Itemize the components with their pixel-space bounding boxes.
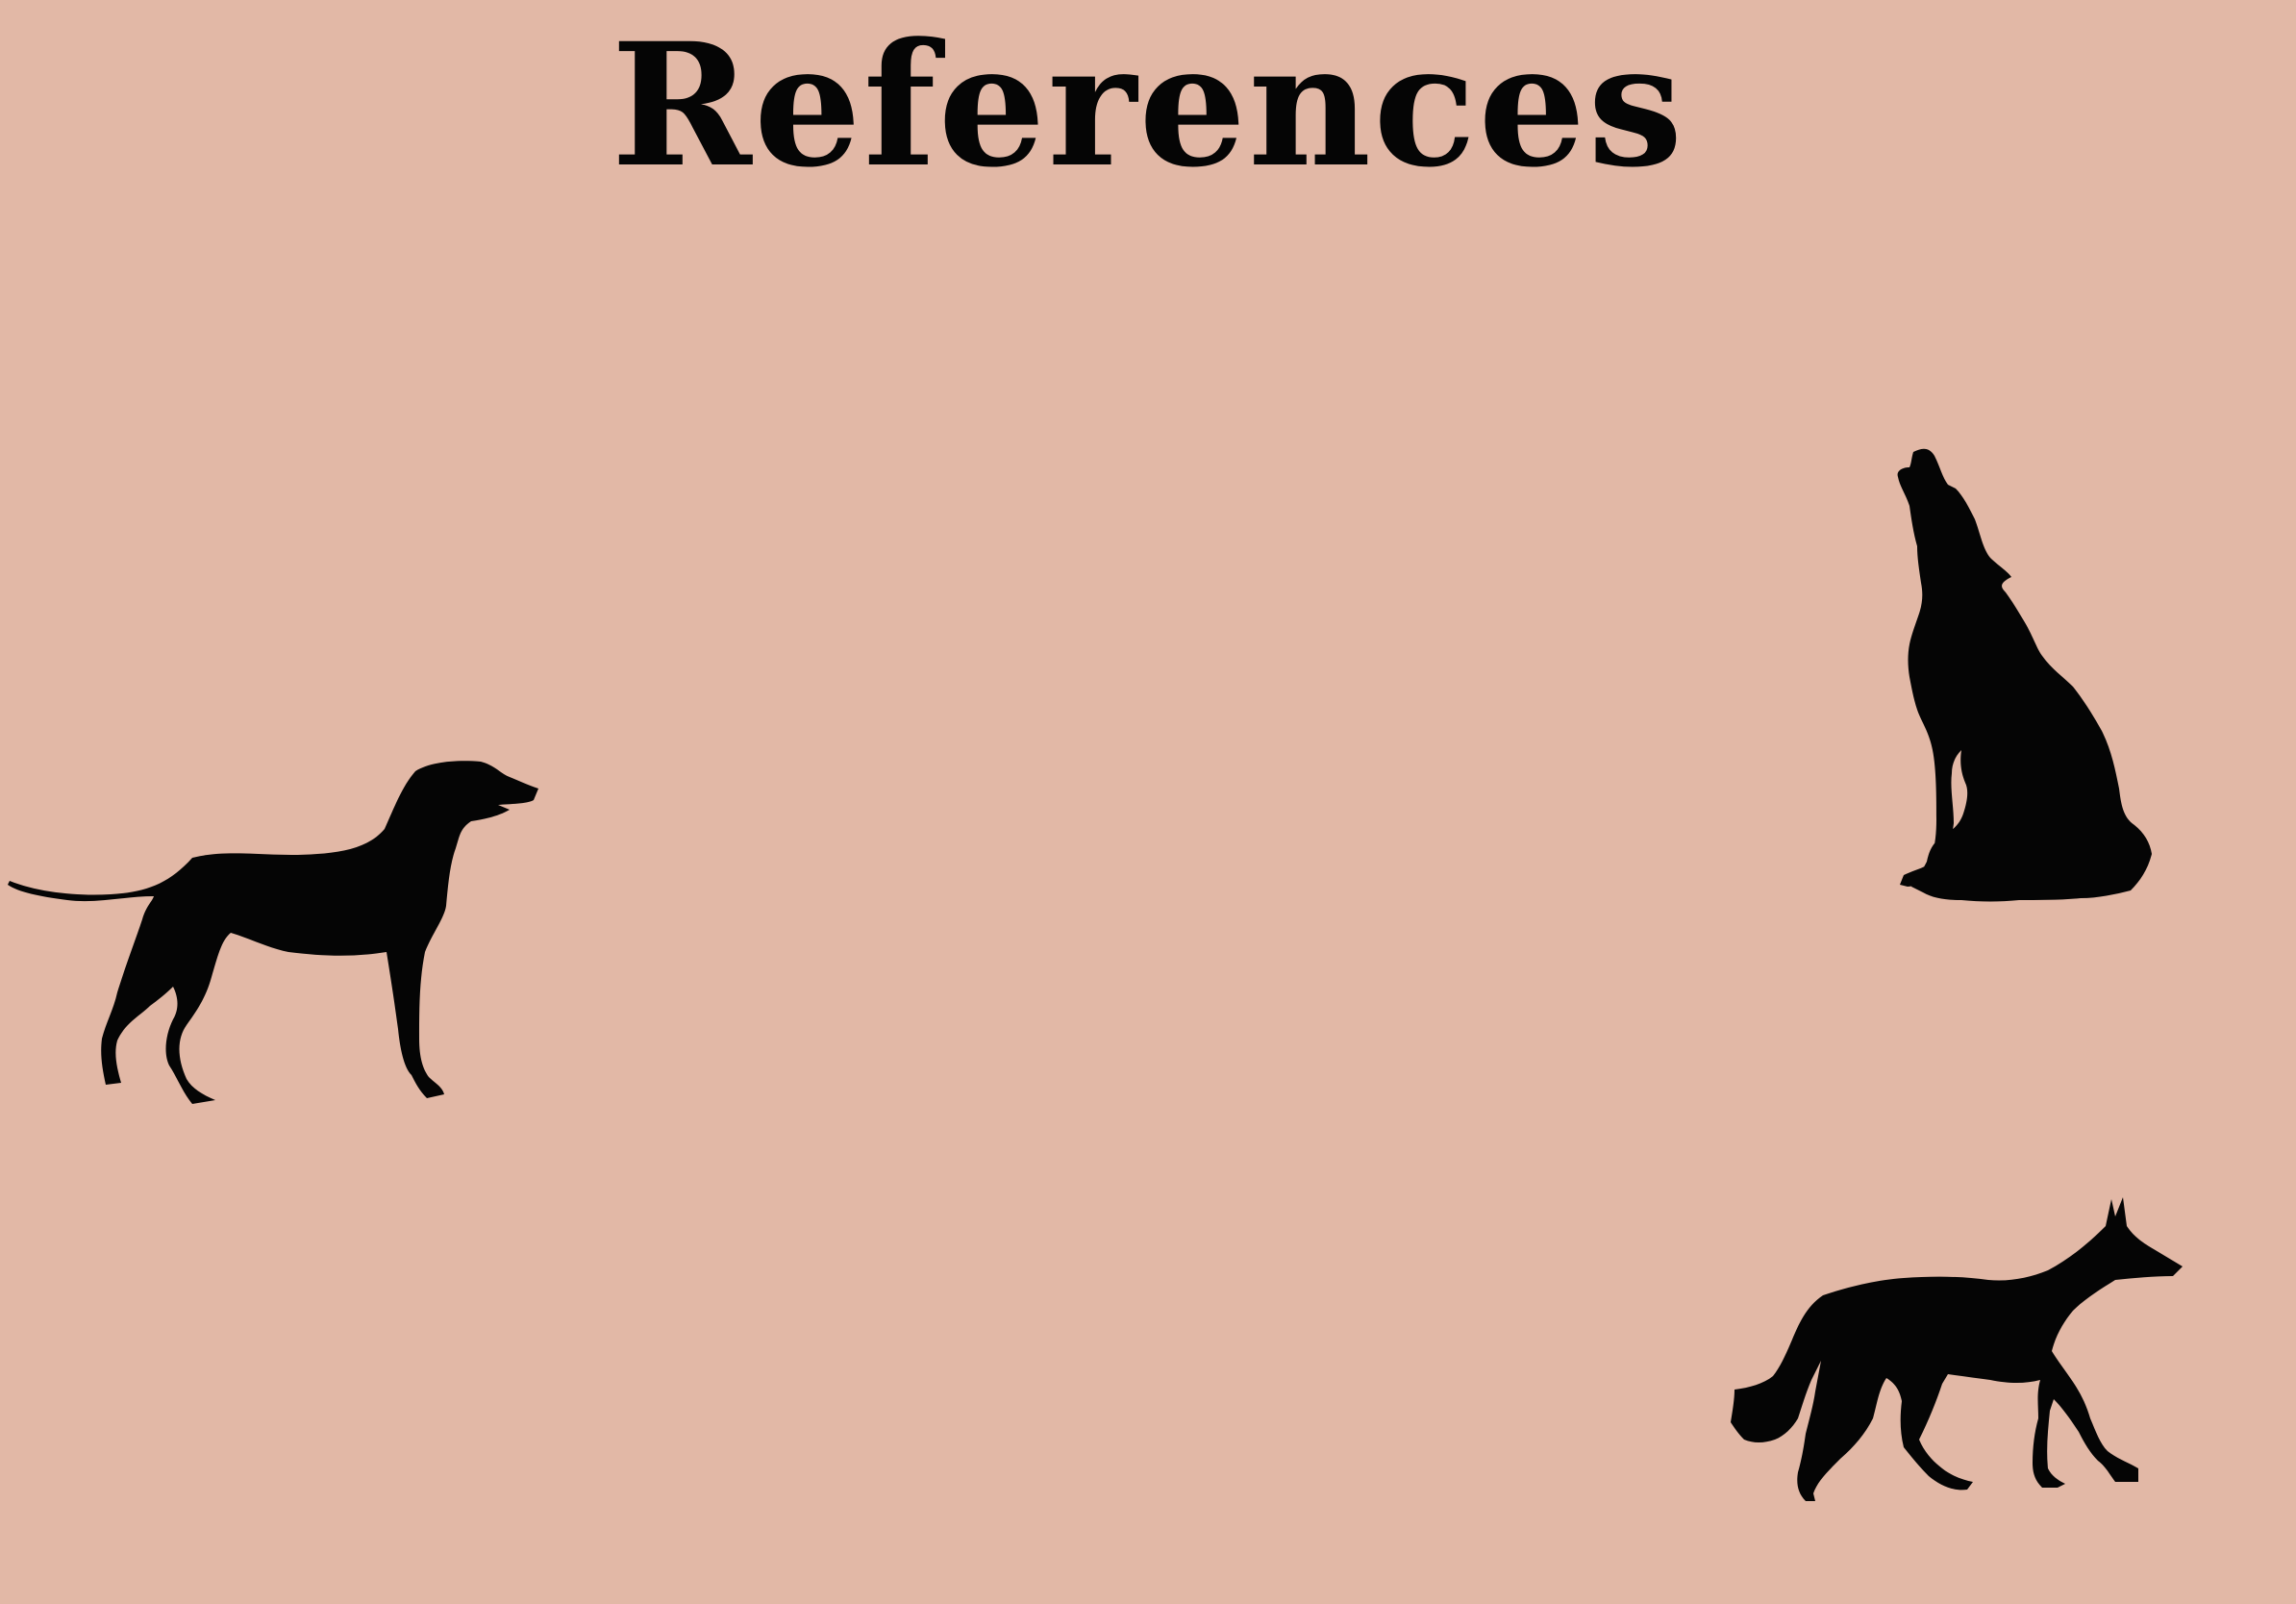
howling-wolf-silhouette-icon: [1897, 448, 2152, 902]
walking-canine-silhouette-icon: [1731, 1197, 2183, 1501]
page-title: References: [611, 6, 1685, 205]
dog-silhouette-icon: [8, 761, 538, 1104]
